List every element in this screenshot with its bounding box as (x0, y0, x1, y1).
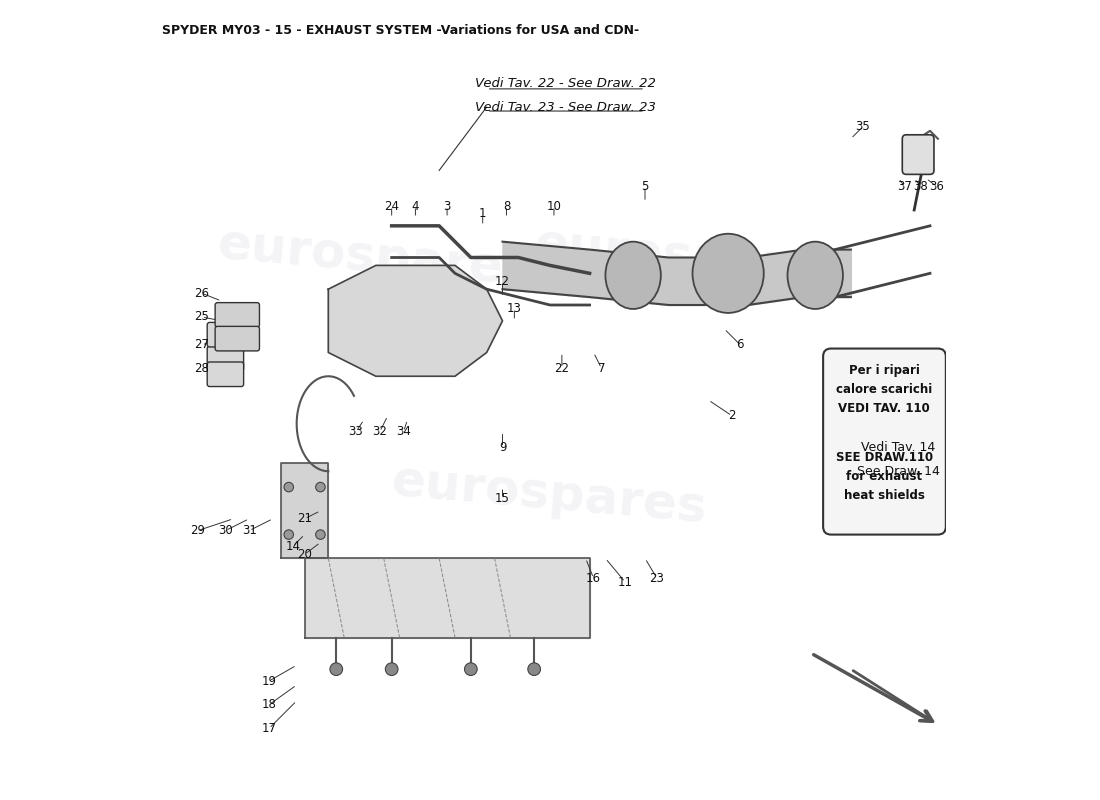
FancyBboxPatch shape (216, 302, 260, 327)
Text: See Draw. 14: See Draw. 14 (857, 465, 939, 478)
Circle shape (316, 530, 326, 539)
FancyBboxPatch shape (207, 322, 243, 347)
Text: 15: 15 (495, 493, 510, 506)
Text: eurospares: eurospares (217, 220, 536, 295)
Text: 22: 22 (554, 362, 570, 375)
Text: Vedi Tav. 14: Vedi Tav. 14 (861, 441, 935, 454)
Text: eurospares: eurospares (532, 220, 852, 295)
Circle shape (284, 482, 294, 492)
Text: 18: 18 (262, 698, 276, 711)
Text: Per i ripari
calore scarichi
VEDI TAV. 110: Per i ripari calore scarichi VEDI TAV. 1… (836, 364, 932, 415)
Ellipse shape (605, 242, 661, 309)
Text: 34: 34 (396, 425, 411, 438)
Text: 30: 30 (218, 524, 233, 537)
Text: 14: 14 (285, 540, 300, 553)
Text: 12: 12 (495, 274, 510, 288)
Circle shape (528, 663, 540, 675)
Ellipse shape (788, 242, 843, 309)
Circle shape (385, 663, 398, 675)
Text: 32: 32 (373, 425, 387, 438)
Text: 4: 4 (411, 199, 419, 213)
Text: eurospares: eurospares (390, 458, 710, 533)
Text: SPYDER MY03 - 15 - EXHAUST SYSTEM -Variations for USA and CDN-: SPYDER MY03 - 15 - EXHAUST SYSTEM -Varia… (162, 24, 639, 37)
Text: 19: 19 (262, 674, 276, 687)
Text: 3: 3 (443, 199, 451, 213)
Text: 10: 10 (547, 199, 561, 213)
Text: 29: 29 (190, 524, 206, 537)
Ellipse shape (693, 234, 763, 313)
Text: 8: 8 (503, 199, 510, 213)
Circle shape (284, 530, 294, 539)
Text: 9: 9 (498, 441, 506, 454)
Text: 20: 20 (297, 548, 312, 561)
Text: 2: 2 (728, 410, 736, 422)
Text: 21: 21 (297, 512, 312, 526)
Polygon shape (328, 266, 503, 376)
Text: 36: 36 (928, 180, 944, 193)
Text: 6: 6 (736, 338, 744, 351)
Text: 17: 17 (262, 722, 276, 735)
Polygon shape (280, 463, 328, 558)
Text: 24: 24 (384, 199, 399, 213)
Circle shape (316, 482, 326, 492)
Text: Vedi Tav. 23 - See Draw. 23: Vedi Tav. 23 - See Draw. 23 (475, 101, 657, 114)
Text: SEE DRAW.110
for exhaust
heat shields: SEE DRAW.110 for exhaust heat shields (836, 451, 933, 502)
Text: 38: 38 (913, 180, 928, 193)
Text: 1: 1 (478, 207, 486, 221)
Text: 26: 26 (195, 286, 209, 300)
Text: 25: 25 (195, 310, 209, 323)
FancyBboxPatch shape (207, 362, 243, 386)
Circle shape (330, 663, 342, 675)
Text: 28: 28 (195, 362, 209, 375)
Text: 5: 5 (641, 180, 649, 193)
Circle shape (464, 663, 477, 675)
FancyArrowPatch shape (854, 670, 933, 722)
FancyBboxPatch shape (902, 134, 934, 174)
Text: 27: 27 (195, 338, 209, 351)
Text: Vedi Tav. 22 - See Draw. 22: Vedi Tav. 22 - See Draw. 22 (475, 77, 657, 90)
FancyBboxPatch shape (216, 326, 260, 351)
Text: 31: 31 (242, 524, 256, 537)
Polygon shape (305, 558, 590, 638)
Text: 13: 13 (507, 302, 521, 315)
Text: 37: 37 (898, 180, 912, 193)
FancyBboxPatch shape (823, 349, 946, 534)
Text: 23: 23 (649, 572, 664, 585)
Text: 35: 35 (856, 120, 870, 134)
Text: 11: 11 (618, 575, 632, 589)
Text: 33: 33 (349, 425, 363, 438)
Text: 16: 16 (586, 572, 601, 585)
Text: 7: 7 (597, 362, 605, 375)
FancyBboxPatch shape (207, 346, 243, 370)
